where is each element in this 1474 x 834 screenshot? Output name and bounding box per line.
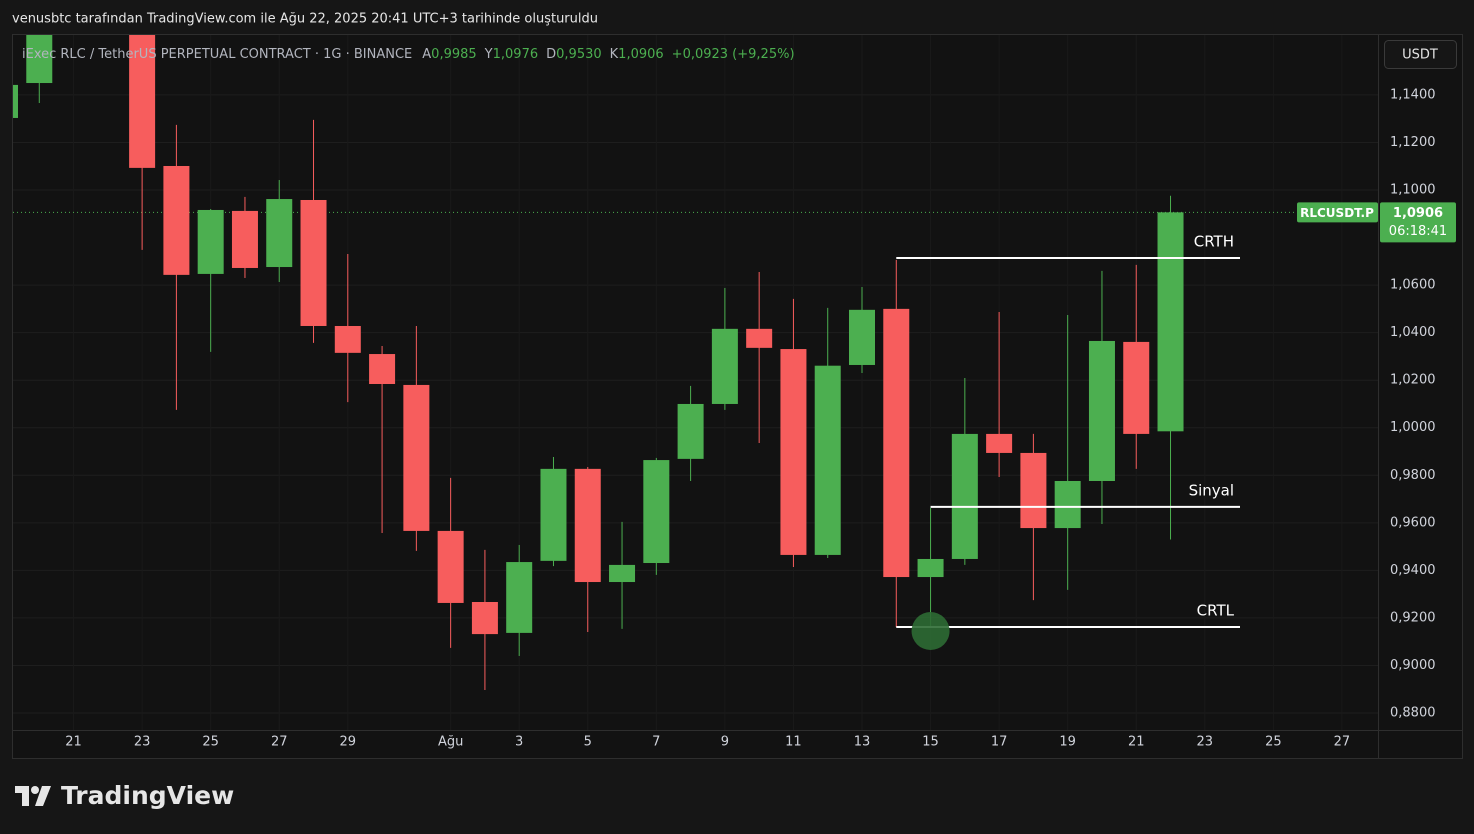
candle-body [1123,341,1150,434]
candle-body [506,562,533,633]
y-tick-label: 1,0400 [1390,325,1436,340]
candle-body [369,354,396,384]
annotation-label: CRTH [1194,232,1234,250]
candle-body [1157,212,1184,432]
price-badge [1380,202,1456,243]
brand-logo [15,786,51,806]
ohlc-value: 0,9530 [556,47,602,62]
caption: venusbtc tarafından TradingView.com ile … [12,12,598,27]
candle-body [574,468,601,583]
y-tick-label: 0,9800 [1390,468,1436,483]
x-tick-label: 19 [1059,735,1076,750]
change: +0,0923 (+9,25%) [672,47,795,62]
x-tick-label: 21 [65,735,82,750]
ohlc-value: 1,0976 [493,47,539,62]
x-tick-label: 17 [991,735,1008,750]
candle-body [814,365,841,555]
candle-body [300,199,327,326]
x-tick-label: 13 [854,735,871,750]
y-tick-label: 1,0000 [1390,420,1436,435]
candle-body [403,384,430,531]
x-tick-label: 29 [340,735,357,750]
y-tick-label: 0,9200 [1390,610,1436,625]
x-tick-label: 3 [515,735,523,750]
candle-body [163,165,190,275]
x-tick-label: 27 [1334,735,1351,750]
y-tick-label: 1,1000 [1390,183,1436,198]
x-tick-label: 25 [202,735,219,750]
annotation-label: Sinyal [1189,481,1234,499]
countdown: 06:18:41 [1389,224,1447,239]
candle-body [197,209,224,274]
annotation-label: CRTL [1197,601,1235,619]
candle-body [677,403,704,459]
candle-body [883,308,910,578]
x-tick-label: 25 [1265,735,1282,750]
currency-button[interactable] [1384,40,1457,69]
candle-body [231,210,258,268]
y-tick-label: 0,9400 [1390,563,1436,578]
x-tick-label: Ağu [438,735,463,750]
candle-body [266,199,293,268]
candle-body [951,433,978,559]
y-tick-label: 1,0200 [1390,373,1436,388]
x-tick-label: 23 [1197,735,1214,750]
symbol-title: iExec RLC / TetherUS PERPETUAL CONTRACT … [22,47,412,62]
candle-body [1054,480,1081,529]
x-tick-label: 7 [652,735,660,750]
candle-body [13,84,18,118]
chart-header: iExec RLC / TetherUS PERPETUAL CONTRACT … [22,47,795,62]
price-label: 1,0906 [1393,206,1443,221]
x-tick-label: 9 [721,735,729,750]
candle-body [437,530,464,603]
y-tick-label: 1,0600 [1390,278,1436,293]
y-tick-label: 0,9600 [1390,515,1436,530]
candle-body [1020,452,1047,529]
candle-body [129,35,156,168]
x-tick-label: 11 [785,735,802,750]
ohlc-value: 0,9985 [431,47,477,62]
candle-body [780,349,807,555]
y-tick-label: 1,1200 [1390,135,1436,150]
signal-marker [911,612,950,651]
x-tick-label: 21 [1128,735,1145,750]
candle-body [849,309,875,365]
candle-body [26,35,53,84]
candle-body [471,602,498,635]
currency-label[interactable]: USDT [1402,48,1438,63]
candle-body [986,433,1013,453]
symbol-label: RLCUSDT.P [1300,206,1374,220]
x-tick-label: 27 [271,735,288,750]
x-tick-label: 5 [584,735,592,750]
ohlc-key: D [546,47,556,62]
candle-body [334,325,361,353]
candle-body [917,558,944,578]
candle-body [1088,340,1115,481]
y-tick-label: 0,9000 [1390,658,1436,673]
candle-body [746,328,773,348]
ohlc-key: Y [484,47,493,62]
x-tick-label: 23 [134,735,151,750]
x-tick-label: 15 [922,735,939,750]
candle-body [711,328,738,404]
brand-name: TradingView [61,781,234,810]
y-tick-label: 0,8800 [1390,706,1436,721]
symbol-badge [1297,202,1378,223]
ohlc-key: K [610,47,619,62]
ohlc-key: A [422,47,431,62]
ohlc-value: 1,0906 [618,47,664,62]
candle-body [643,460,670,564]
candle-body [609,564,636,583]
candle-body [540,468,567,561]
y-tick-label: 1,1400 [1390,87,1436,102]
